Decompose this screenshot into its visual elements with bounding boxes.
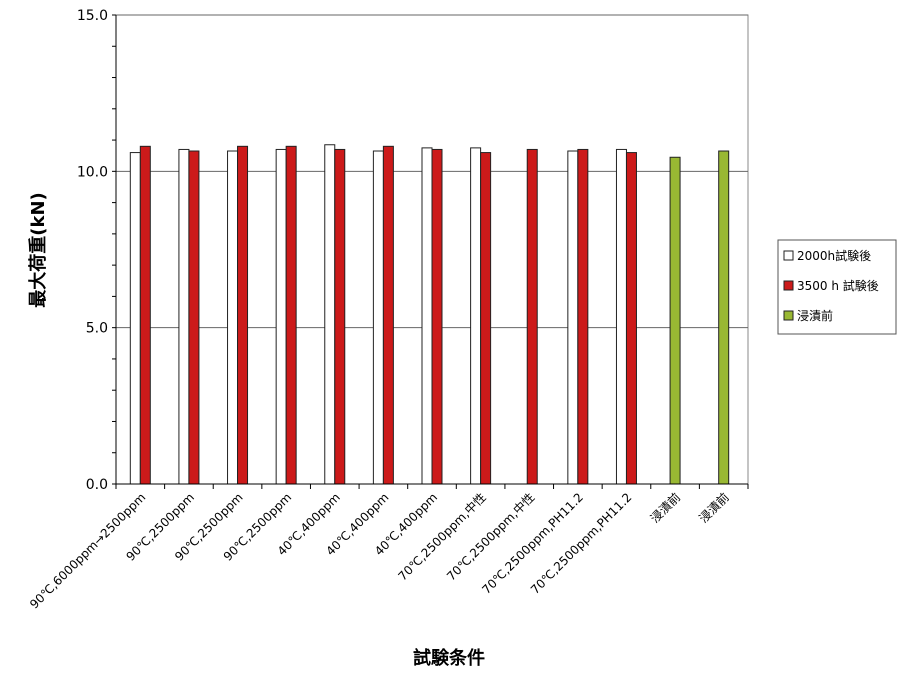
bar-2000h — [615, 148, 627, 485]
x-axis-title: 試験条件 — [413, 647, 485, 669]
legend-box — [777, 239, 897, 335]
bar-2000h — [470, 147, 482, 485]
y-ticks: 0.0 5.0 10.0 15.0 — [77, 8, 116, 493]
x-tick-label: 浸漬前 — [647, 490, 683, 526]
legend-label: 2000h試験後 — [797, 248, 871, 263]
y-tick-label: 5.0 — [86, 321, 108, 337]
x-tick-label: 浸漬前 — [696, 490, 732, 526]
bar-2000h — [567, 150, 579, 485]
x-ticks: 90℃,6000ppm→2500ppm90℃,2500ppm90℃,2500pp… — [27, 484, 749, 612]
y-tick-label: 0.0 — [86, 477, 108, 493]
legend-swatch — [783, 310, 794, 321]
bar-2000h — [178, 148, 190, 485]
bar-before — [718, 150, 730, 485]
legend-swatch — [783, 250, 794, 261]
x-tick-label: 70℃,2500ppm,中性 — [395, 490, 489, 584]
x-tick-label: 70℃,2500ppm,PH11.2 — [528, 490, 635, 597]
y-tick-label: 15.0 — [77, 8, 108, 24]
bar-3500h — [577, 148, 589, 485]
bar-2000h — [324, 144, 336, 485]
bar-2000h — [275, 148, 287, 485]
bar-3500h — [526, 148, 538, 485]
bar-3500h — [334, 148, 346, 485]
bar-3500h — [480, 152, 492, 485]
bar-3500h — [237, 145, 249, 485]
bar-3500h — [139, 145, 151, 485]
bar-before — [669, 156, 681, 485]
bar-3500h — [431, 148, 443, 485]
bar-3500h — [188, 150, 200, 485]
y-tick-label: 10.0 — [77, 164, 108, 180]
legend-label: 浸漬前 — [797, 308, 833, 323]
bar-3500h — [285, 145, 297, 485]
legend-label: 3500 h 試験後 — [797, 278, 879, 293]
bar-2000h — [129, 152, 141, 485]
bar-3500h — [382, 145, 394, 485]
bar-2000h — [372, 150, 384, 485]
bar-3500h — [625, 152, 637, 485]
y-axis-title: 最大荷重(kN) — [27, 192, 49, 308]
x-tick-label: 70℃,2500ppm,中性 — [443, 490, 537, 584]
bar-2000h — [421, 147, 433, 485]
bar-2000h — [227, 150, 239, 485]
legend-swatch — [783, 280, 794, 291]
